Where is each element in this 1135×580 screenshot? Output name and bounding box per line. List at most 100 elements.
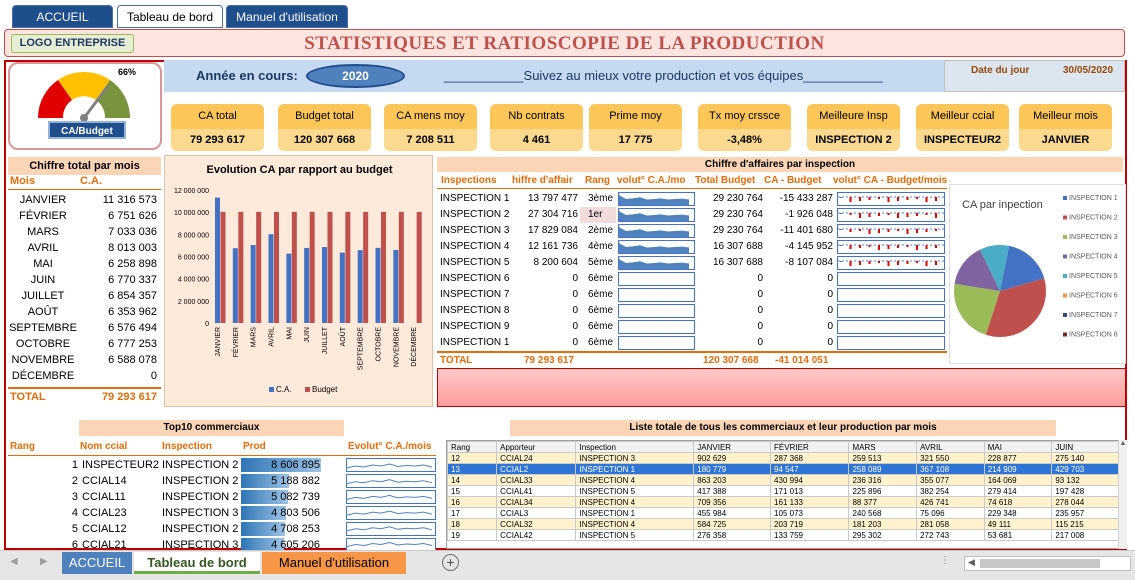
- list-header-cell: FÉVRIER: [770, 441, 850, 453]
- add-sheet-icon[interactable]: +: [442, 554, 459, 571]
- bar-ca: [232, 248, 238, 323]
- list-cell: 13: [447, 463, 498, 475]
- inspection-ca: 17 829 084: [527, 225, 578, 236]
- scroll-right-icon[interactable]: ▶: [40, 556, 48, 567]
- sparkline-bar: [935, 261, 937, 265]
- inspection-budget: 0: [757, 289, 763, 300]
- sheet-options-icon[interactable]: ⋮: [940, 555, 950, 566]
- sparkline-area: [619, 243, 689, 253]
- sparkline-bar: [868, 245, 871, 247]
- horizontal-scrollbar[interactable]: ◀: [964, 556, 1131, 571]
- sparkline-bar: [878, 229, 880, 233]
- list-header-cell: Inspection: [575, 441, 695, 453]
- sparkline-fill: [619, 195, 689, 205]
- inspections-header: hiffre d'affair: [512, 175, 573, 186]
- list-cell: 14: [447, 474, 498, 486]
- top10-header: Prod: [243, 441, 266, 452]
- pie-legend-label: INSPECTION 5: [1069, 273, 1118, 280]
- pie-slice: [954, 249, 1000, 291]
- list-cell: INSPECTION 4: [575, 474, 695, 486]
- nav-tab-tableau-de-bord[interactable]: Tableau de bord: [117, 5, 223, 28]
- list-cell: 235 957: [1051, 507, 1118, 519]
- slogan: ___________Suivez au mieux votre product…: [444, 68, 883, 83]
- pie-legend-swatch: [1063, 235, 1067, 239]
- sparkline-bar: [906, 197, 909, 200]
- sparkline-path: [346, 510, 433, 516]
- inspection-diff: 0: [827, 337, 833, 348]
- list-row[interactable]: 16 CCIAL34 INSPECTION 4 709 356 161 133 88 37…: [447, 496, 1118, 508]
- list-row[interactable]: 18 CCIAL32 INSPECTION 4 584 725 203 719 181 2…: [447, 518, 1118, 530]
- monthly-value: 11 316 573: [102, 194, 157, 206]
- top10-name: CCIAL14: [82, 475, 127, 487]
- list-cell: 417 388: [693, 485, 772, 497]
- gauge-chart: [37, 71, 131, 122]
- list-scrollbar[interactable]: ▲: [1118, 440, 1127, 549]
- top10-inspection: INSPECTION 2: [162, 491, 239, 503]
- monthly-col-ca: C.A.: [80, 175, 102, 187]
- list-row[interactable]: 12 CCIAL24 INSPECTION 3 902 629 287 368 259 5…: [447, 452, 1118, 464]
- sparkline-bar: [849, 245, 852, 249]
- monthly-value: 6 770 337: [108, 274, 157, 286]
- pie-legend-label: INSPECTION 8: [1069, 332, 1118, 339]
- nav-tab-manuel[interactable]: Manuel d'utilisation: [226, 5, 348, 28]
- sparkline-bar: [935, 213, 937, 218]
- sparkline-path: [346, 526, 433, 532]
- sparkline-path: [346, 479, 433, 485]
- bar-chart-ytick: 0: [205, 321, 209, 328]
- bar-chart-xtick: SEPTEMBRE: [358, 327, 365, 371]
- list-row[interactable]: 19 CCIAL42 INSPECTION 5 276 358 133 759 295 3…: [447, 529, 1118, 541]
- list-row[interactable]: 13 CCIAL2 INSPECTION 1 180 779 94 547 258 089…: [447, 463, 1118, 475]
- sheet-tab-accueil[interactable]: ACCUEIL: [62, 552, 132, 574]
- inspection-name: INSPECTION 2: [440, 209, 510, 220]
- sparkline-bar: [878, 213, 880, 216]
- top10-prod-bar: [241, 506, 286, 520]
- hscroll-thumb[interactable]: [980, 559, 1100, 568]
- sparkline-bar: [878, 197, 880, 199]
- sparkline-bars: [838, 212, 944, 218]
- sparkline-bar: [859, 197, 861, 201]
- list-cell: 367 108: [916, 463, 985, 475]
- inspection-diff-sparkline: [837, 240, 945, 254]
- top10-rank: 1: [71, 459, 78, 471]
- sparkline-fill: [619, 259, 689, 269]
- sparkline-path: [346, 541, 433, 547]
- inspection-budget: 16 307 688: [712, 241, 763, 252]
- inspection-ca: 0: [572, 305, 578, 316]
- inspection-diff-sparkline: [837, 224, 945, 238]
- monthly-month: MAI: [33, 258, 53, 270]
- top10-prod-bar: [241, 522, 285, 536]
- list-cell: INSPECTION 5: [575, 529, 695, 541]
- list-cell: 902 629: [693, 452, 772, 464]
- inspection-rank: 3ème: [588, 193, 614, 204]
- list-row[interactable]: 17 CCIAL3 INSPECTION 1 455 984 105 073 240 56…: [447, 507, 1118, 519]
- list-cell: 75 096: [916, 507, 985, 519]
- list-header-row: Rang Apporteur Inspection JANVIER FÉVRIER MAR…: [447, 441, 1118, 453]
- sparkline-bars: [838, 244, 944, 250]
- sheet-tab-tableau-de-bord[interactable]: Tableau de bord: [134, 552, 260, 574]
- pie-chart: INSPECTION 1 INSPECTION 2 INSPECTION 3 INSP…: [954, 195, 1118, 339]
- top10-header: Nom ccial: [80, 441, 128, 452]
- inspection-ca: 0: [572, 337, 578, 348]
- list-cell: 105 073: [770, 507, 850, 519]
- bar-budget: [256, 211, 262, 323]
- inspections-total-label: TOTAL: [440, 355, 473, 366]
- hscroll-left-icon[interactable]: ◀: [968, 557, 975, 567]
- list-row[interactable]: 15 CCIAL41 INSPECTION 5 417 388 171 013 225 8…: [447, 485, 1118, 497]
- monthly-month: JUILLET: [21, 290, 65, 302]
- list-row[interactable]: 14 CCIAL33 INSPECTION 4 863 203 430 994 236 3…: [447, 474, 1118, 486]
- scroll-up-icon[interactable]: ▲: [1119, 440, 1127, 447]
- bar-chart-xtick: MARS: [251, 327, 258, 348]
- bar-budget: [291, 211, 297, 323]
- inspection-sparkline: [618, 208, 695, 222]
- kpi-card: Tx moy crssce -3,48%: [698, 104, 791, 151]
- year-selector[interactable]: 2020: [306, 64, 405, 88]
- monthly-month: FÉVRIER: [19, 210, 67, 222]
- inspections-header: volut° C.A./mo: [617, 175, 686, 186]
- top10-rank: 3: [71, 491, 78, 503]
- sheet-tab-manuel[interactable]: Manuel d'utilisation: [262, 552, 406, 574]
- scroll-left-icon[interactable]: ◀: [10, 556, 18, 567]
- bar-budget: [327, 211, 333, 323]
- list-cell: 279 414: [983, 485, 1053, 497]
- nav-tab-accueil[interactable]: ACCUEIL: [12, 5, 113, 28]
- bar-chart-xtick: JUILLET: [322, 326, 329, 354]
